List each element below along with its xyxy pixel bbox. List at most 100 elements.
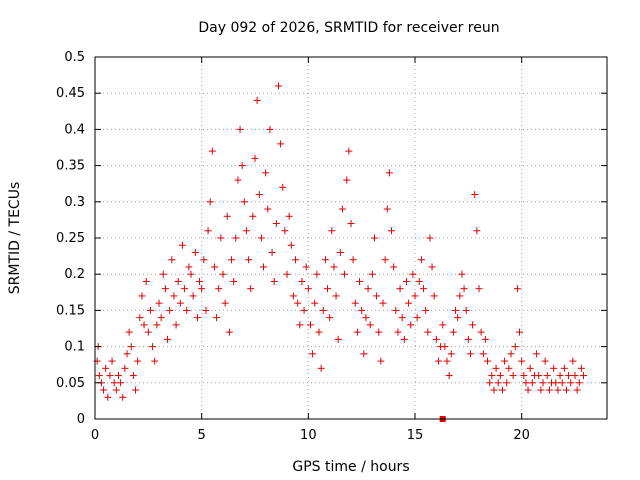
data-point	[473, 227, 481, 235]
data-point	[479, 350, 487, 358]
data-point	[533, 350, 541, 358]
data-point	[445, 372, 453, 380]
data-point	[287, 241, 295, 249]
data-point	[253, 96, 261, 104]
data-point	[185, 263, 193, 271]
data-point	[484, 357, 492, 365]
data-point	[140, 321, 148, 329]
y-tick-label: 0.45	[56, 86, 85, 101]
data-point	[460, 285, 468, 293]
data-point	[277, 140, 285, 148]
data-point	[518, 357, 526, 365]
data-point	[321, 256, 329, 264]
data-point	[388, 227, 396, 235]
data-point	[304, 285, 312, 293]
data-point	[104, 393, 112, 401]
data-point	[202, 306, 210, 314]
data-point	[402, 277, 410, 285]
data-point	[142, 277, 150, 285]
data-point	[432, 335, 440, 343]
x-ticks: 0 5 10 15 20	[91, 57, 530, 443]
data-point	[215, 285, 223, 293]
data-point	[496, 372, 504, 380]
data-point	[511, 343, 519, 351]
data-point	[187, 270, 195, 278]
data-point	[127, 343, 135, 351]
data-point	[155, 299, 163, 307]
data-point	[560, 364, 568, 372]
data-point	[373, 292, 381, 300]
data-point	[441, 343, 449, 351]
data-point	[129, 372, 137, 380]
data-point	[330, 263, 338, 271]
data-point	[360, 350, 368, 358]
data-point	[176, 299, 184, 307]
data-point	[558, 379, 566, 387]
data-point	[230, 277, 238, 285]
y-tick-label: 0.25	[56, 231, 85, 246]
data-point	[95, 372, 103, 380]
data-point	[285, 212, 293, 220]
data-point	[289, 292, 297, 300]
y-tick-label: 0.3	[64, 195, 85, 210]
data-point	[396, 285, 404, 293]
data-point	[428, 263, 436, 271]
data-point	[477, 328, 485, 336]
data-point	[526, 364, 534, 372]
data-point	[240, 198, 248, 206]
data-point	[481, 335, 489, 343]
data-point	[520, 372, 528, 380]
data-point	[242, 227, 250, 235]
data-point	[405, 299, 413, 307]
data-point	[486, 379, 494, 387]
data-point	[349, 256, 357, 264]
data-point	[385, 169, 393, 177]
data-point	[315, 328, 323, 336]
data-point	[117, 379, 125, 387]
data-point	[181, 285, 189, 293]
data-point	[255, 191, 263, 199]
data-point	[206, 198, 214, 206]
data-point	[528, 379, 536, 387]
data-point	[121, 364, 129, 372]
data-point	[383, 205, 391, 213]
data-point	[469, 321, 477, 329]
y-tick-label: 0.15	[56, 303, 85, 318]
data-point	[379, 299, 387, 307]
data-point	[219, 270, 227, 278]
data-point	[452, 306, 460, 314]
data-point	[426, 234, 434, 242]
data-point	[550, 364, 558, 372]
data-point	[309, 350, 317, 358]
data-point	[513, 285, 521, 293]
data-point	[274, 82, 282, 90]
y-tick-label: 0.4	[64, 122, 85, 137]
data-point	[138, 292, 146, 300]
data-point	[298, 277, 306, 285]
data-point	[415, 277, 423, 285]
y-tick-label: 0.2	[64, 267, 85, 282]
data-point	[200, 256, 208, 264]
data-point	[475, 285, 483, 293]
data-point	[375, 328, 383, 336]
data-point	[464, 335, 472, 343]
data-point	[266, 125, 274, 133]
data-point	[334, 335, 342, 343]
y-axis-label: SRMTID / TECUs	[7, 182, 23, 295]
data-point	[345, 147, 353, 155]
data-point	[458, 270, 466, 278]
data-point	[292, 256, 300, 264]
chart-title: Day 092 of 2026, SRMTID for receiver reu…	[198, 20, 499, 36]
data-point	[328, 227, 336, 235]
x-tick-label: 0	[91, 428, 99, 443]
y-tick-label: 0.35	[56, 159, 85, 174]
data-point	[377, 357, 385, 365]
data-point	[228, 256, 236, 264]
data-point	[225, 328, 233, 336]
data-point	[567, 379, 575, 387]
data-point	[356, 277, 364, 285]
data-point	[196, 277, 204, 285]
data-point	[509, 372, 517, 380]
data-point	[157, 314, 165, 322]
data-point	[238, 162, 246, 170]
